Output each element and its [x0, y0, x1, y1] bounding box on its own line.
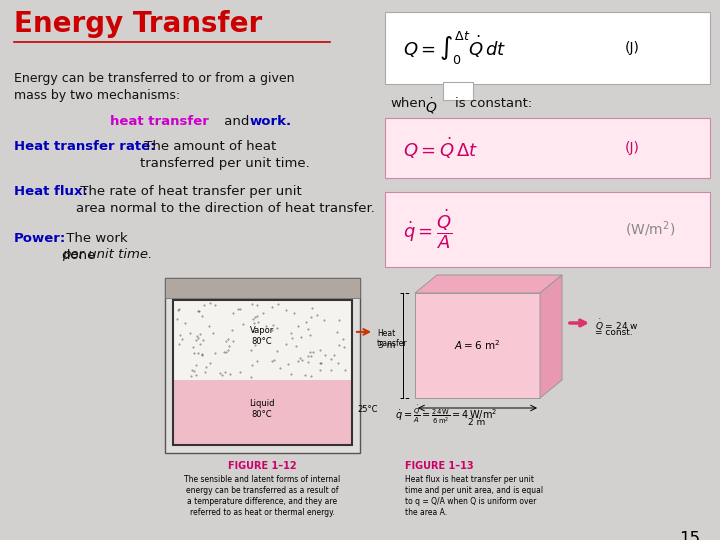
- Text: $\dot{q} = \dfrac{\dot{Q}}{A}$: $\dot{q} = \dfrac{\dot{Q}}{A}$: [403, 207, 453, 251]
- Text: 15: 15: [679, 530, 700, 540]
- Text: (J): (J): [625, 41, 640, 55]
- Bar: [173, 300, 352, 445]
- Text: $\dot{q} = \frac{\dot{Q}}{A} = \frac{24\,\mathrm{W}}{6\,\mathrm{m}^2} = 4\,\math: $\dot{q} = \frac{\dot{Q}}{A} = \frac{24\…: [395, 403, 498, 427]
- Text: Power:: Power:: [14, 232, 66, 245]
- Text: $\dot{Q}$: $\dot{Q}$: [425, 96, 437, 116]
- Text: work.: work.: [250, 115, 292, 128]
- Polygon shape: [540, 275, 562, 398]
- Text: Energy Transfer: Energy Transfer: [14, 10, 262, 38]
- Text: 25°C: 25°C: [357, 404, 377, 414]
- Text: and: and: [220, 115, 253, 128]
- Text: $\dot{Q}$ = 24 w: $\dot{Q}$ = 24 w: [595, 318, 639, 333]
- Text: 2 m: 2 m: [469, 418, 485, 427]
- Polygon shape: [415, 275, 562, 293]
- Text: Vapor
80°C: Vapor 80°C: [250, 326, 274, 346]
- Text: FIGURE 1–13: FIGURE 1–13: [405, 461, 474, 471]
- Text: = const.: = const.: [595, 328, 633, 337]
- Text: is constant:: is constant:: [455, 97, 532, 110]
- Text: when: when: [390, 97, 426, 110]
- Text: Liquid
80°C: Liquid 80°C: [249, 400, 275, 419]
- Text: (W/m$^2$): (W/m$^2$): [625, 219, 675, 239]
- Text: $Q = \int_0^{\Delta t} \dot{Q}\, dt$: $Q = \int_0^{\Delta t} \dot{Q}\, dt$: [403, 30, 507, 66]
- Text: Heat transfer rate:: Heat transfer rate:: [14, 140, 156, 153]
- Text: The work
done: The work done: [62, 232, 127, 262]
- Bar: [165, 278, 360, 298]
- Text: FIGURE 1–12: FIGURE 1–12: [228, 461, 297, 471]
- Bar: [385, 12, 710, 84]
- Text: Heat flux:: Heat flux:: [14, 185, 88, 198]
- Text: (J): (J): [625, 141, 640, 155]
- Text: Energy can be transferred to or from a given
mass by two mechanisms:: Energy can be transferred to or from a g…: [14, 72, 294, 102]
- Bar: [173, 300, 352, 380]
- Bar: [443, 82, 473, 100]
- Text: $A = 6\ \mathrm{m}^2$: $A = 6\ \mathrm{m}^2$: [454, 338, 500, 352]
- Text: Heat flux is heat transfer per unit
time and per unit area, and is equal
to q = : Heat flux is heat transfer per unit time…: [405, 475, 543, 517]
- Bar: [385, 192, 710, 267]
- Bar: [165, 278, 360, 453]
- Text: Heat
transfer: Heat transfer: [377, 329, 408, 348]
- Text: The rate of heat transfer per unit
area normal to the direction of heat transfer: The rate of heat transfer per unit area …: [76, 185, 375, 215]
- Bar: [173, 380, 352, 445]
- Polygon shape: [415, 293, 540, 398]
- Text: The amount of heat
transferred per unit time.: The amount of heat transferred per unit …: [140, 140, 310, 170]
- Text: $Q = \dot{Q}\,\Delta t$: $Q = \dot{Q}\,\Delta t$: [403, 136, 478, 160]
- Bar: [385, 118, 710, 178]
- Text: 3 m: 3 m: [377, 341, 395, 349]
- Text: heat transfer: heat transfer: [110, 115, 209, 128]
- Text: The sensible and latent forms of internal
energy can be transferred as a result : The sensible and latent forms of interna…: [184, 475, 340, 517]
- Text: per unit time.: per unit time.: [62, 248, 152, 261]
